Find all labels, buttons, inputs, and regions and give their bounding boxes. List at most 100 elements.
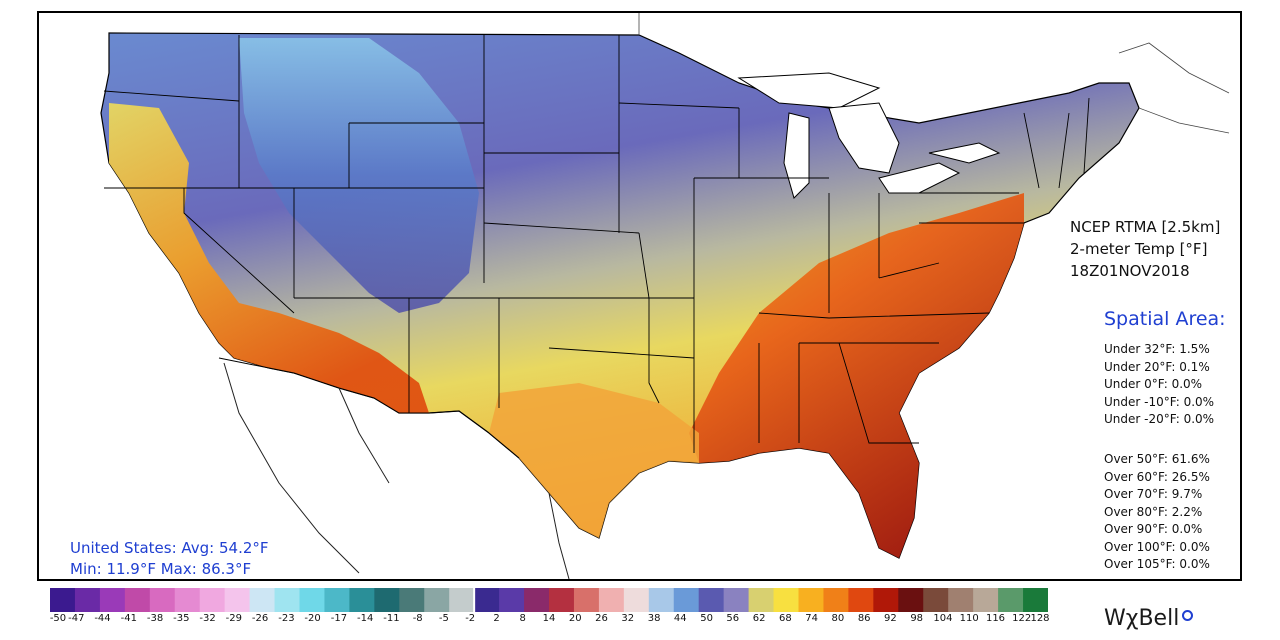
spatial-area-title: Spatial Area: — [1104, 308, 1226, 330]
spatial-over-stats: Over 50°F: 61.6% Over 60°F: 26.5% Over 7… — [1104, 451, 1210, 574]
product-valid-time: 18Z01NOV2018 — [1070, 262, 1190, 280]
color-scale-segment — [474, 588, 500, 612]
color-scale-tick-label: 32 — [621, 613, 635, 624]
color-scale-tick-label: 20 — [568, 613, 582, 624]
color-scale-segment — [174, 588, 201, 612]
over-stat: Over 60°F: 26.5% — [1104, 469, 1210, 484]
color-scale-tick-label: 92 — [884, 613, 897, 624]
color-scale-tick-label: -26 — [251, 613, 269, 624]
color-scale-segment — [848, 588, 874, 612]
temperature-map — [39, 13, 1240, 579]
color-scale-tick-label: -38 — [146, 613, 164, 624]
color-scale-segment — [499, 588, 525, 612]
color-scale-segment — [50, 588, 76, 612]
color-scale-tick-label: 86 — [857, 613, 871, 624]
wxbell-logo: WχBell — [1104, 606, 1194, 631]
logo-text: WχBell — [1104, 606, 1180, 631]
product-info: NCEP RTMA [2.5km] 2-meter Temp [°F] 18Z0… — [1070, 216, 1220, 282]
color-scale-segment — [873, 588, 899, 612]
state-boundaries — [103, 35, 1090, 453]
color-scale-segment — [349, 588, 375, 612]
color-scale-segment — [199, 588, 226, 612]
color-scale-tick-label: 56 — [726, 613, 740, 624]
color-scale-segment — [573, 588, 600, 612]
spatial-under-stats: Under 32°F: 1.5% Under 20°F: 0.1% Under … — [1104, 341, 1214, 429]
color-scale-tick-label: -2 — [465, 613, 476, 624]
color-scale-tick-label: -32 — [199, 613, 216, 624]
color-scale-tick-label: -14 — [357, 613, 374, 624]
mexico-border — [218, 357, 520, 459]
color-scale-segment — [973, 588, 999, 612]
us-min-max: Min: 11.9°F Max: 86.3°F — [70, 560, 252, 578]
under-stat: Under 20°F: 0.1% — [1104, 359, 1210, 374]
color-scale-tick-label: 8 — [519, 613, 526, 624]
color-scale-tick-label: 38 — [647, 613, 661, 624]
over-stat: Over 50°F: 61.6% — [1104, 452, 1210, 466]
color-scale-tick-label: -23 — [278, 613, 295, 624]
color-scale-segment — [1023, 588, 1048, 612]
color-scale-tick-label: 26 — [595, 613, 608, 624]
color-scale-tick-label: 74 — [805, 613, 818, 624]
color-scale-tick-label: 62 — [752, 613, 766, 624]
color-scale-segment — [249, 588, 276, 612]
under-stat: Under 0°F: 0.0% — [1104, 377, 1203, 391]
color-scale-segment — [698, 588, 725, 612]
color-scale-segment — [324, 588, 350, 612]
color-scale-segment — [374, 588, 400, 612]
color-scale-labels: -50 -47 -44 -41 -38 -35 -32 -29 -26 -23 -20 -17 -14-… — [50, 613, 1050, 627]
gulf-warm — [489, 383, 699, 538]
color-scale-tick-label: 68 — [779, 613, 792, 624]
color-scale-segment — [773, 588, 800, 612]
color-scale-tick-label: 44 — [673, 613, 687, 624]
color-scale-segment — [274, 588, 301, 612]
color-scale-tick-label: 104 — [933, 613, 953, 624]
color-scale-segment — [623, 588, 650, 612]
color-scale-segment — [673, 588, 700, 612]
color-scale-tick-label: 2 — [493, 613, 500, 624]
southeast-warm — [689, 193, 1024, 558]
color-scale-tick-label: 116 — [985, 613, 1006, 624]
color-scale-tick-label: -20 — [304, 613, 321, 624]
mexico-coast — [223, 362, 570, 579]
product-variable: 2-meter Temp [°F] — [1070, 240, 1208, 258]
color-scale-segment — [598, 588, 625, 612]
over-stat: Over 80°F: 2.2% — [1104, 504, 1203, 519]
color-scale-segment — [224, 588, 251, 612]
color-scale-segment — [998, 588, 1024, 612]
color-scale-segment — [399, 588, 425, 612]
us-temperature-summary: United States: Avg: 54.2°F Min: 11.9°F M… — [70, 538, 269, 580]
over-stat: Over 105°F: 0.0% — [1104, 557, 1210, 571]
color-scale-tick-label: 128 — [1030, 613, 1050, 624]
color-scale-segment — [74, 588, 101, 612]
color-scale-segment — [798, 588, 825, 612]
color-scale-tick-label: 14 — [542, 613, 556, 624]
over-stat: Over 100°F: 0.0% — [1104, 539, 1210, 554]
canada-coast — [638, 13, 1230, 134]
under-stat: Under -20°F: 0.0% — [1104, 412, 1215, 426]
color-scale-segment — [124, 588, 151, 612]
color-scale-segment — [923, 588, 949, 612]
color-scale-segment — [449, 588, 475, 612]
color-scale-segment — [648, 588, 675, 612]
great-lakes — [737, 72, 1001, 199]
west-coast-warm — [109, 103, 429, 413]
color-scale-segment — [299, 588, 326, 612]
color-scale-tick-label: -5 — [438, 613, 449, 624]
over-stat: Over 70°F: 9.7% — [1104, 487, 1203, 501]
color-scale-segment — [149, 588, 176, 612]
color-scale-segment — [424, 588, 450, 612]
color-scale-tick-label: -41 — [120, 613, 137, 624]
color-scale-segment — [99, 588, 126, 612]
color-scale-tick-label: 122 — [1012, 613, 1032, 624]
color-scale-segment — [549, 588, 575, 612]
color-scale-segment — [948, 588, 974, 612]
color-scale-tick-label: -29 — [225, 613, 242, 624]
color-scale-tick-label: 80 — [831, 613, 845, 624]
product-model: NCEP RTMA [2.5km] — [1070, 218, 1221, 236]
under-stat: Under -10°F: 0.0% — [1104, 394, 1215, 409]
color-scale-segment — [723, 588, 750, 612]
us-avg: United States: Avg: 54.2°F — [70, 539, 269, 557]
color-scale-segment — [823, 588, 849, 612]
under-stat: Under 32°F: 1.5% — [1104, 342, 1210, 356]
map-frame — [37, 11, 1242, 581]
